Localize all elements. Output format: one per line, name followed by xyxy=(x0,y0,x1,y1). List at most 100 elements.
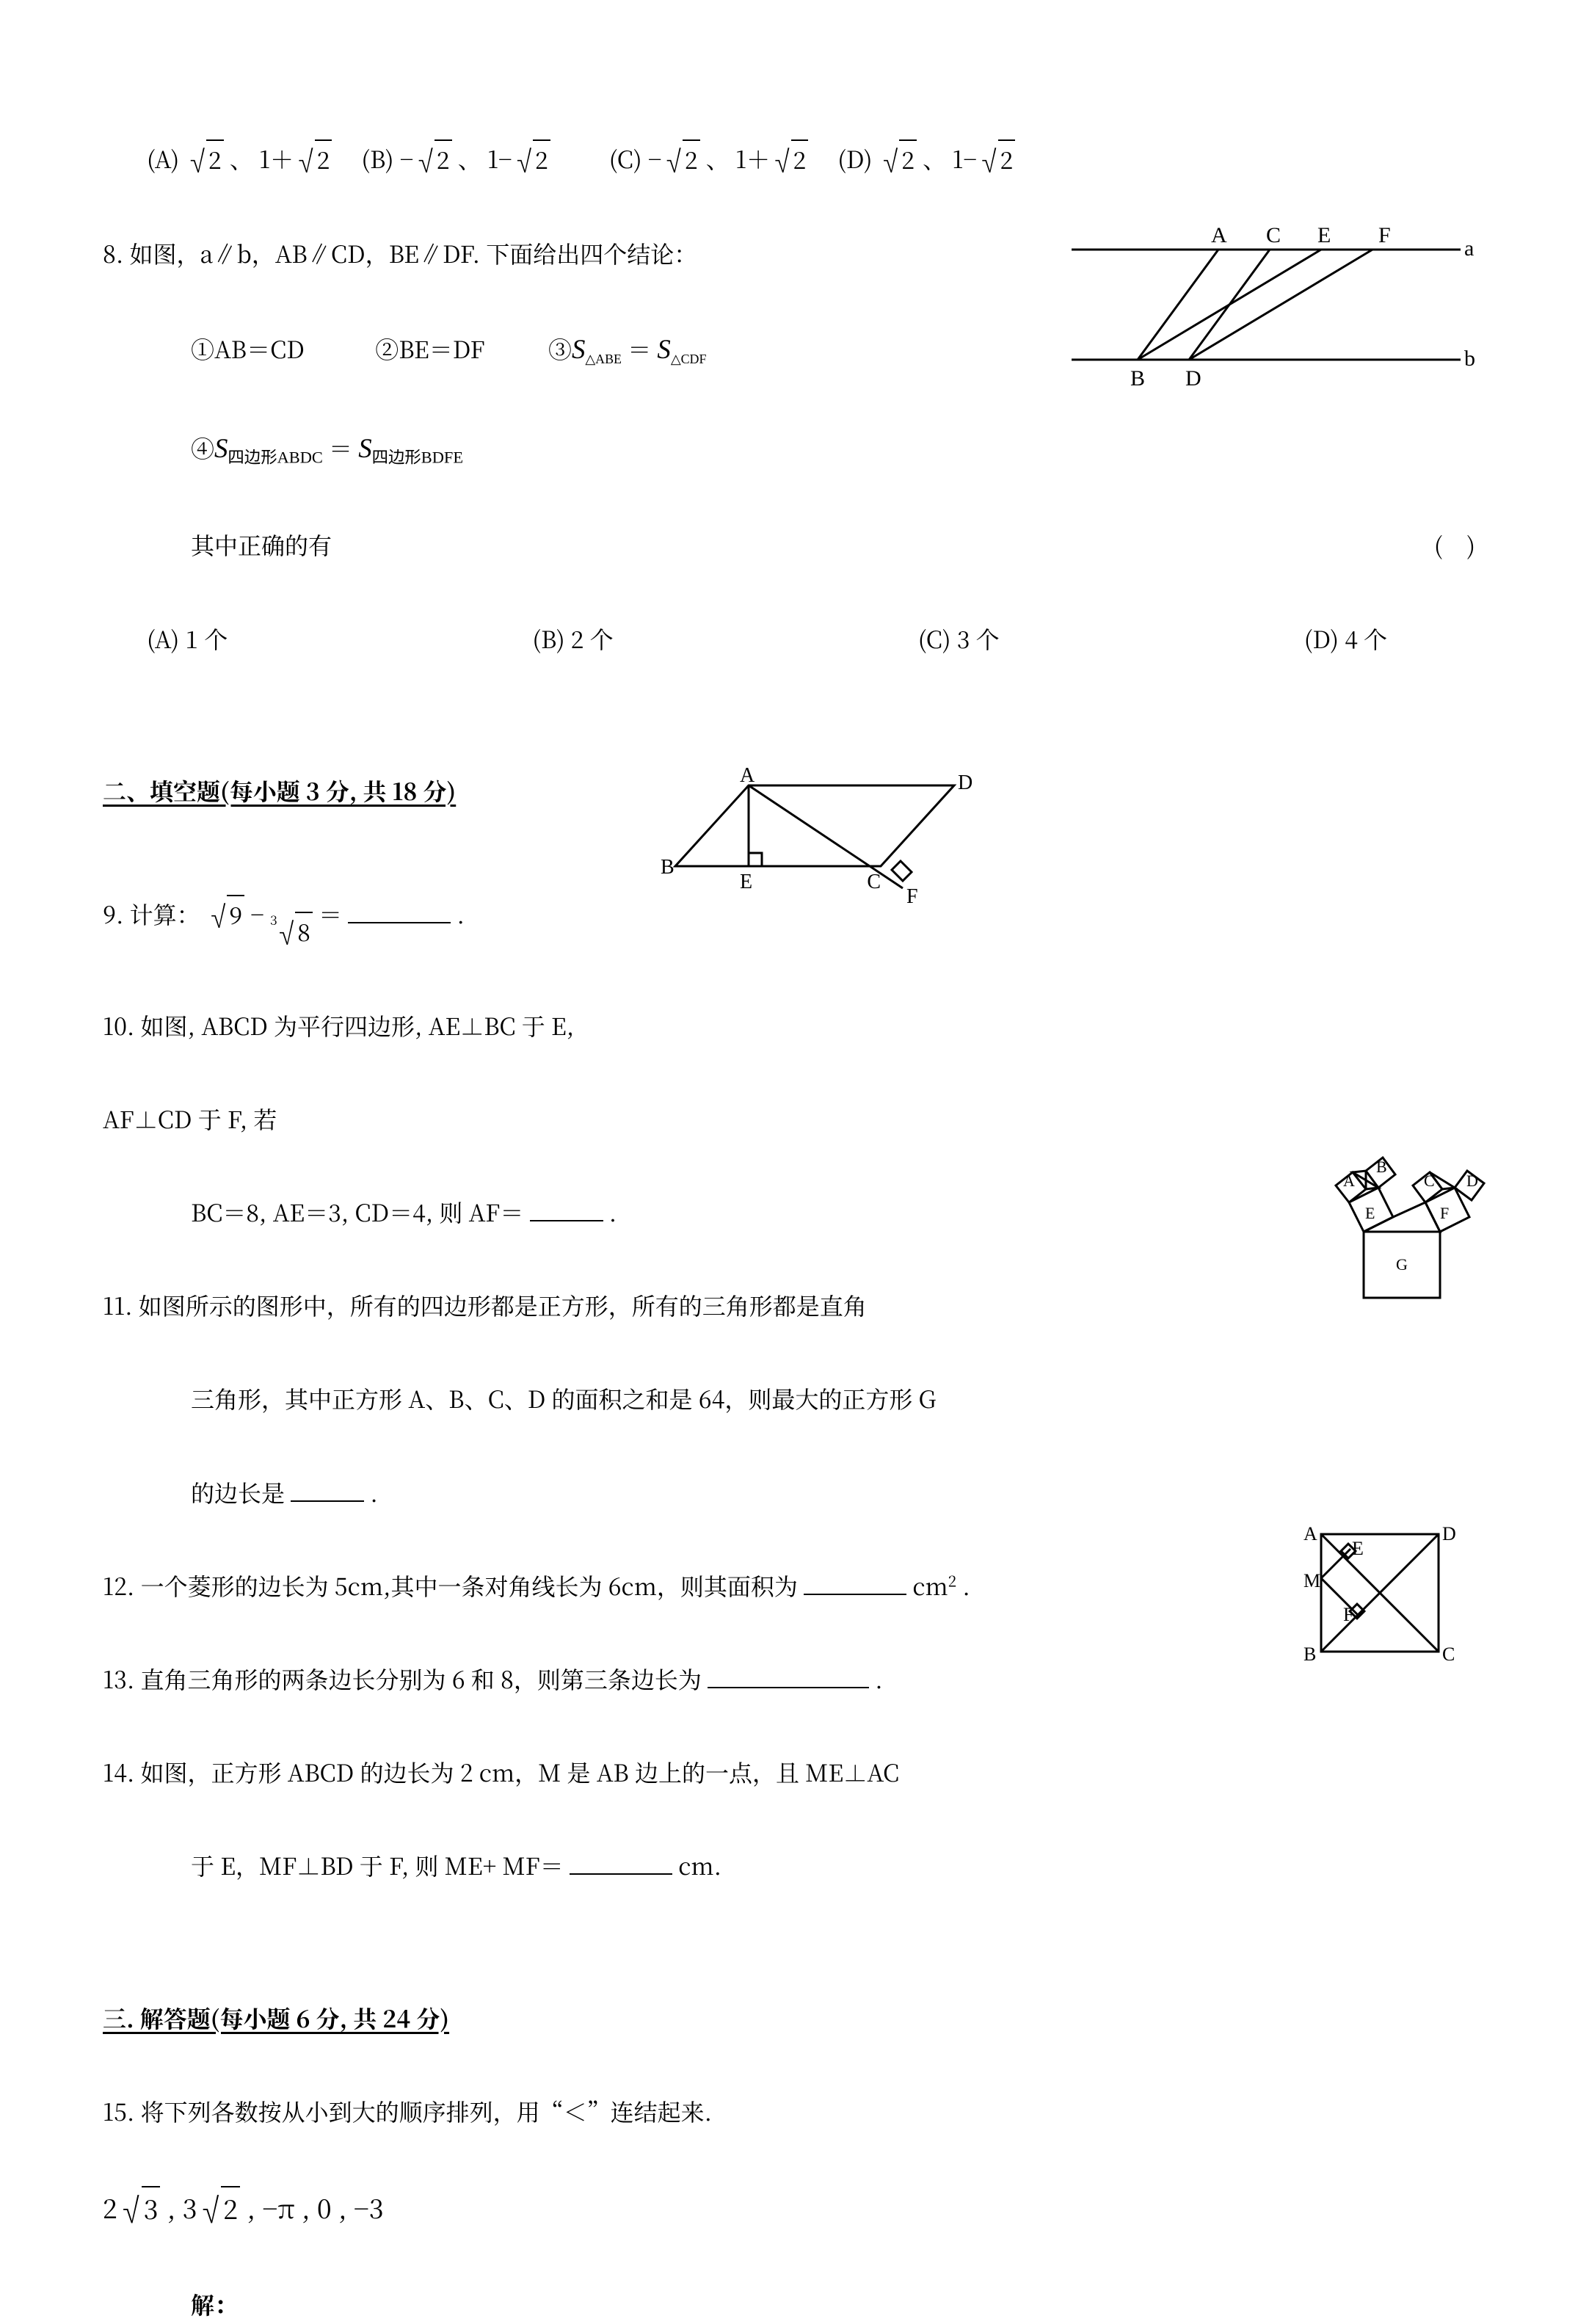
svg-text:E: E xyxy=(1352,1538,1364,1559)
q10-line2: AF⊥CD 于 F, 若 xyxy=(103,1100,1475,1138)
sqrt-2: √2 xyxy=(770,139,808,179)
q7-opt-d: (D) √2 、 1−√2 xyxy=(837,139,1015,179)
q14-line1: 14. 如图，正方形 ABCD 的边长为 2 cm，M 是 AB 边上的一点，且… xyxy=(103,1754,1475,1791)
q15-answer-label: 解： xyxy=(103,2286,1475,2323)
q8-figure: A C E F a B D b xyxy=(1064,220,1475,396)
sep: 、 xyxy=(706,142,730,175)
svg-text:C: C xyxy=(1266,223,1281,247)
sqrt-2: √2 xyxy=(294,139,332,179)
period: . xyxy=(609,1195,617,1229)
minus: − xyxy=(250,897,270,931)
sqrt-2: √2 xyxy=(197,2186,240,2230)
opt-label: (A) xyxy=(147,142,179,175)
svg-text:C: C xyxy=(867,871,881,893)
sqrt-2: √2 xyxy=(879,139,917,179)
section-3-title: 三. 解答题(每小题 6 分, 共 24 分) xyxy=(103,2000,1475,2037)
q8-opt-b: (B) 2 个 xyxy=(532,620,613,658)
q8-opt-c: (C) 3 个 xyxy=(918,620,1000,658)
svg-text:D: D xyxy=(1442,1523,1456,1544)
svg-text:E: E xyxy=(1365,1204,1375,1222)
period: . xyxy=(457,897,465,931)
sqrt-2: √2 xyxy=(185,139,223,179)
svg-text:F: F xyxy=(1378,223,1391,247)
section-3-title-text: 三. 解答题(每小题 6 分, 共 24 分) xyxy=(103,2001,449,2035)
q9-head: 9. 计算： xyxy=(103,897,200,931)
num: −3 xyxy=(354,2189,384,2226)
q8-opt-a: (A) 1 个 xyxy=(147,620,228,658)
svg-text:E: E xyxy=(1317,223,1331,247)
q8-tail-text: 其中正确的有 xyxy=(191,526,332,564)
opt-label: (D) xyxy=(837,142,872,175)
svg-text:C: C xyxy=(1424,1172,1435,1190)
q13: 13. 直角三角形的两条边长分别为 6 和 8，则第三条边长为 . xyxy=(103,1660,1475,1698)
q8-opt-d: (D) 4 个 xyxy=(1304,620,1387,658)
sqrt-2: √2 xyxy=(977,139,1015,179)
svg-text:D: D xyxy=(958,771,972,794)
q15-numbers: 2√3 , 3√2 , −π , 0 , −3 xyxy=(103,2186,1475,2230)
answer-blank[interactable] xyxy=(804,1568,906,1595)
q14-figure: A D B C M E F xyxy=(1299,1519,1453,1681)
answer-blank[interactable] xyxy=(530,1194,603,1221)
svg-text:B: B xyxy=(1376,1158,1387,1176)
svg-text:F: F xyxy=(1440,1204,1449,1222)
answer-blank[interactable] xyxy=(570,1848,672,1875)
q10-figure: A D B E C F xyxy=(661,771,983,918)
coef: 2 xyxy=(103,2189,117,2226)
sep: 、 xyxy=(230,142,253,175)
q10-line3: BC＝8, AE＝3, CD＝4, 则 AF＝ . xyxy=(103,1194,1475,1231)
period: . xyxy=(875,1662,882,1696)
num: 0 xyxy=(317,2189,332,2226)
svg-text:M: M xyxy=(1304,1570,1320,1591)
q11-line1: 11. 如图所示的图形中，所有的四边形都是正方形，所有的三角形都是直角 xyxy=(103,1287,1475,1324)
sqrt-2: √2 xyxy=(512,139,550,179)
q7-opt-b: (B) −√2 、 1−√2 xyxy=(361,139,550,179)
q11-figure: A B C D E F G xyxy=(1306,1145,1497,1314)
svg-text:F: F xyxy=(906,885,918,908)
svg-text:F: F xyxy=(1343,1604,1353,1625)
q10-l3a: BC＝8, AE＝3, CD＝4, 则 AF＝ xyxy=(191,1195,523,1229)
q11-l3a: 的边长是 xyxy=(191,1475,285,1509)
q14-line2: 于 E，MF⊥BD 于 F, 则 ME+ MF＝ cm. xyxy=(103,1847,1475,1884)
sep: 、 xyxy=(458,142,481,175)
q7-opt-c: (C) −√2 、 1＋√2 xyxy=(609,139,809,179)
period: . xyxy=(962,1569,970,1602)
num: −π xyxy=(262,2189,294,2226)
answer-blank[interactable] xyxy=(708,1661,869,1688)
answer-paren[interactable]: ( ) xyxy=(1434,526,1475,564)
exp: 2 xyxy=(948,1569,956,1591)
svg-text:B: B xyxy=(1130,366,1145,391)
q8-c3: ③S△ABE ＝ S△CDF xyxy=(548,332,706,366)
q8-c2: ②BE＝DF xyxy=(375,332,484,366)
svg-text:A: A xyxy=(1343,1172,1355,1190)
sep: 、 xyxy=(923,142,946,175)
svg-text:E: E xyxy=(740,871,752,893)
q15-line1: 15. 将下列各数按从小到大的顺序排列，用“＜”连结起来. xyxy=(103,2093,1475,2130)
q7-opt-a: (A) √2 、 1＋√2 xyxy=(147,139,332,179)
svg-text:D: D xyxy=(1466,1172,1478,1190)
sqrt-9: √9 xyxy=(206,895,244,934)
q11-line2: 三角形，其中正方形 A、B、C、D 的面积之和是 64，则最大的正方形 G xyxy=(103,1380,1475,1417)
opt-label: (B) xyxy=(361,142,393,175)
section-2-title-text: 二、填空题(每小题 3 分, 共 18 分) xyxy=(103,774,456,807)
sqrt-3: √3 xyxy=(117,2186,161,2230)
opt-label: (C) xyxy=(609,142,642,175)
svg-text:A: A xyxy=(740,764,755,787)
q8-conclusions-2: ④S四边形ABDC ＝ S四边形BDFE xyxy=(103,427,1475,471)
svg-text:B: B xyxy=(1304,1644,1316,1665)
svg-text:A: A xyxy=(1304,1523,1317,1544)
cbrt-8: 3√8 xyxy=(270,912,313,951)
q12: 12. 一个菱形的边长为 5cm,其中一条对角线长为 6cm，则其面积为 cm2… xyxy=(103,1567,1475,1605)
svg-text:b: b xyxy=(1464,346,1475,371)
q7-options: (A) √2 、 1＋√2 (B) −√2 、 1−√2 (C) −√2 、 1… xyxy=(103,139,1475,179)
svg-text:B: B xyxy=(661,856,675,879)
sqrt-2: √2 xyxy=(413,139,451,179)
answer-blank[interactable] xyxy=(291,1474,364,1501)
period: . xyxy=(370,1475,377,1509)
q10-line1: 10. 如图, ABCD 为平行四边形, AE⊥BC 于 E, xyxy=(103,1007,1475,1045)
q11-line3: 的边长是 . xyxy=(103,1474,1475,1511)
svg-text:a: a xyxy=(1464,236,1474,261)
unit: cm xyxy=(912,1569,948,1602)
svg-text:D: D xyxy=(1185,366,1201,391)
answer-blank[interactable] xyxy=(348,896,451,923)
svg-text:A: A xyxy=(1211,223,1227,247)
